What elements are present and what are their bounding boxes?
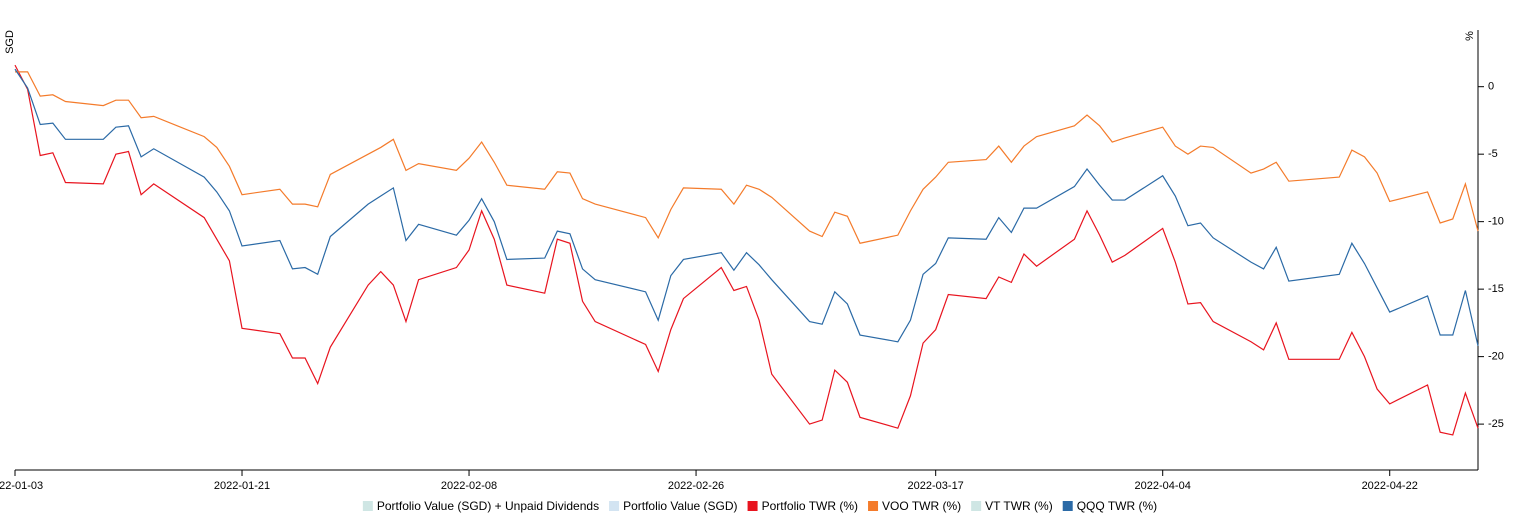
y-tick-label: -25: [1488, 418, 1504, 430]
legend-swatch[interactable]: [1062, 501, 1073, 511]
y-tick-label: -15: [1488, 283, 1504, 295]
legend-swatch[interactable]: [362, 501, 373, 511]
series-line: [15, 71, 1479, 244]
legend-label[interactable]: VOO TWR (%): [882, 499, 961, 513]
x-tick-label: 2022-01-03: [0, 480, 43, 492]
legend-label[interactable]: VT TWR (%): [985, 499, 1053, 513]
x-tick-label: 2022-04-22: [1362, 480, 1418, 492]
y-tick-label: -10: [1488, 216, 1504, 228]
y-tick-label: -5: [1488, 148, 1498, 160]
x-tick-label: 2022-02-08: [441, 480, 497, 492]
x-tick-label: 2022-03-17: [908, 480, 964, 492]
legend-label[interactable]: QQQ TWR (%): [1077, 499, 1157, 513]
y-axis-label: SGD: [4, 30, 16, 54]
legend-swatch[interactable]: [868, 501, 879, 511]
y-tick-label: -20: [1488, 351, 1504, 363]
y2-axis-label: %: [1464, 31, 1476, 41]
x-tick-label: 2022-04-04: [1135, 480, 1191, 492]
legend: Portfolio Value (SGD) + Unpaid Dividends…: [362, 499, 1157, 513]
x-tick-label: 2022-01-21: [214, 480, 270, 492]
x-tick-label: 2022-02-26: [668, 480, 724, 492]
legend-label[interactable]: Portfolio Value (SGD) + Unpaid Dividends: [377, 499, 599, 513]
legend-swatch[interactable]: [747, 501, 758, 511]
legend-swatch[interactable]: [971, 501, 982, 511]
series-line: [14, 64, 1479, 436]
series-line: [14, 68, 1479, 346]
y-tick-label: 0: [1488, 81, 1494, 93]
legend-label[interactable]: Portfolio TWR (%): [762, 499, 858, 513]
legend-swatch[interactable]: [609, 501, 620, 511]
legend-label[interactable]: Portfolio Value (SGD): [623, 499, 738, 513]
